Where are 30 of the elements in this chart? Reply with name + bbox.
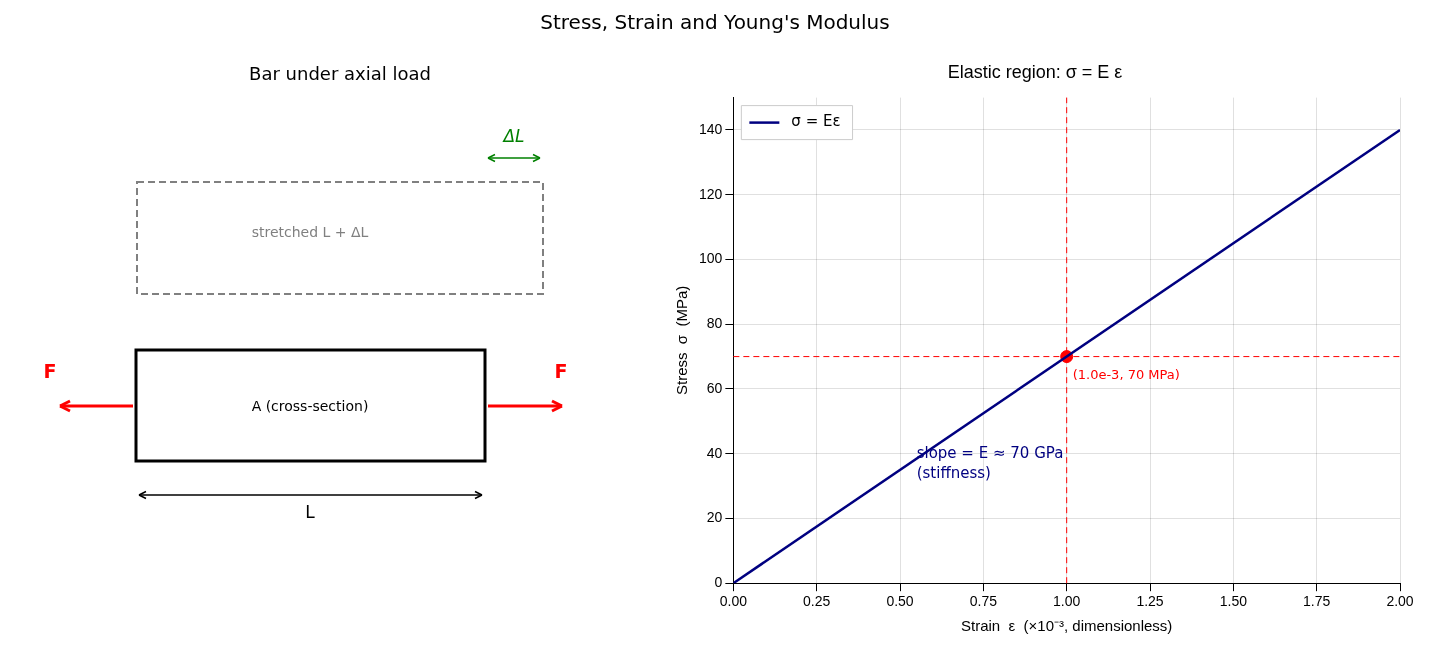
y-tick-label: 40: [706, 444, 723, 461]
text: ΔL: [501, 126, 525, 146]
y-tick-label: 0: [714, 574, 723, 591]
y-axis-title: Stress σ (MPa): [673, 285, 691, 396]
text: Stress, Strain and Young's Modulus: [539, 10, 891, 34]
legend-label: σ = Eε: [791, 112, 841, 131]
text: stretched L + ΔL: [251, 224, 369, 240]
text: L: [305, 502, 316, 522]
chart-title: Elastic region: σ = E ε: [947, 61, 1123, 82]
x-tick-label: 0.75: [969, 593, 998, 610]
text: F: [554, 360, 568, 382]
y-tick-label: 60: [706, 379, 723, 396]
x-tick-label: 1.25: [1136, 593, 1164, 610]
annotation: (1.0e-3, 70 MPa): [1072, 367, 1180, 383]
text: F: [43, 360, 57, 382]
x-tick-label: 2.00: [1386, 593, 1414, 610]
x-axis-title: Strain ε (×10⁻³, dimensionless): [961, 617, 1173, 635]
y-tick-label: 20: [706, 509, 723, 526]
x-tick-label: 0.25: [803, 593, 831, 610]
y-tick-label: 100: [699, 250, 723, 267]
y-tick-label: 80: [706, 315, 723, 332]
x-tick-label: 1.00: [1053, 593, 1081, 610]
x-tick-label: 0.50: [886, 593, 914, 610]
text: A (cross-section): [251, 398, 369, 414]
x-tick-label: 1.50: [1219, 593, 1248, 610]
x-tick-label: 1.75: [1303, 593, 1331, 610]
x-tick-label: 0.00: [719, 593, 748, 610]
y-tick-label: 140: [699, 120, 723, 137]
text: Bar under axial load: [249, 63, 431, 84]
y-tick-label: 120: [699, 185, 723, 202]
